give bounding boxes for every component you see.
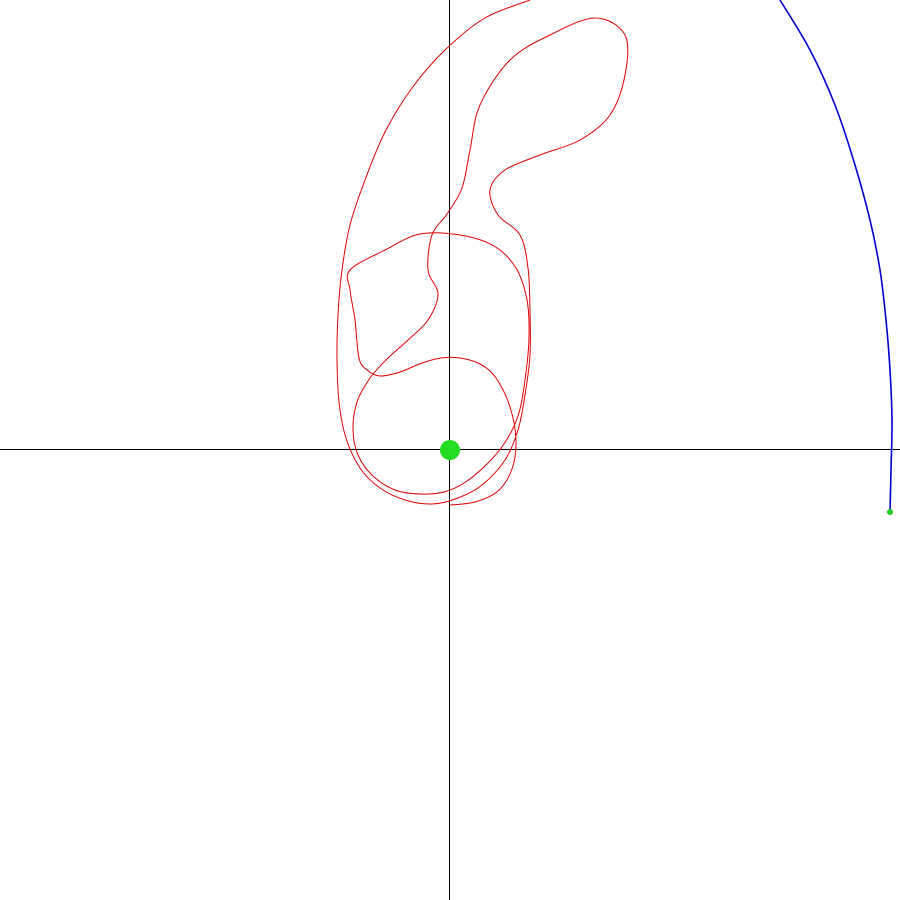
outer-orbit-trail bbox=[779, 0, 893, 513]
inner-orbit-trail bbox=[336, 0, 629, 506]
outer-body bbox=[887, 509, 893, 515]
central-body bbox=[440, 440, 460, 460]
